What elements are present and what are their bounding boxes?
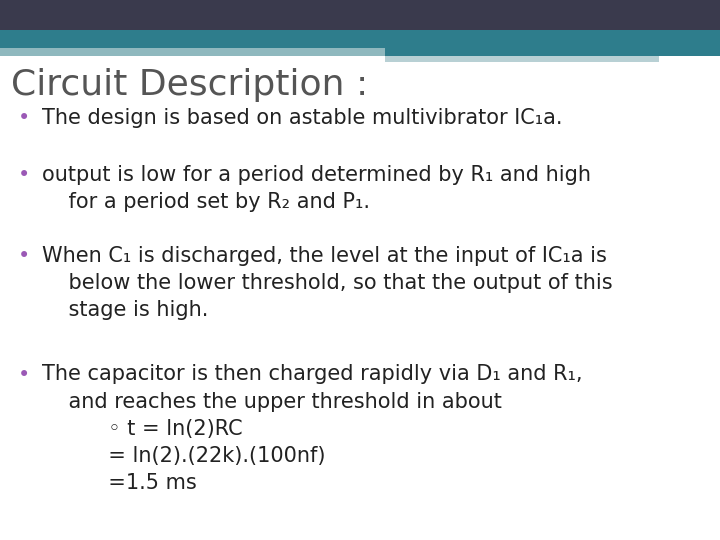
Text: •: • (18, 364, 30, 384)
Text: The capacitor is then charged rapidly via D₁ and R₁,
    and reaches the upper t: The capacitor is then charged rapidly vi… (42, 364, 582, 494)
Bar (385, 56, 659, 62)
Text: •: • (18, 165, 30, 185)
Text: Circuit Description :: Circuit Description : (11, 68, 368, 102)
Bar (0, 30, 720, 48)
Text: •: • (18, 108, 30, 128)
Bar (385, 62, 572, 65)
Bar (385, 48, 720, 56)
Text: The design is based on astable multivibrator IC₁a.: The design is based on astable multivibr… (42, 108, 562, 128)
Bar (0, 0, 720, 30)
Bar (0, 48, 385, 56)
Text: output is low for a period determined by R₁ and high
    for a period set by R₂ : output is low for a period determined by… (42, 165, 590, 212)
Text: When C₁ is discharged, the level at the input of IC₁a is
    below the lower thr: When C₁ is discharged, the level at the … (42, 246, 613, 320)
Text: •: • (18, 246, 30, 266)
